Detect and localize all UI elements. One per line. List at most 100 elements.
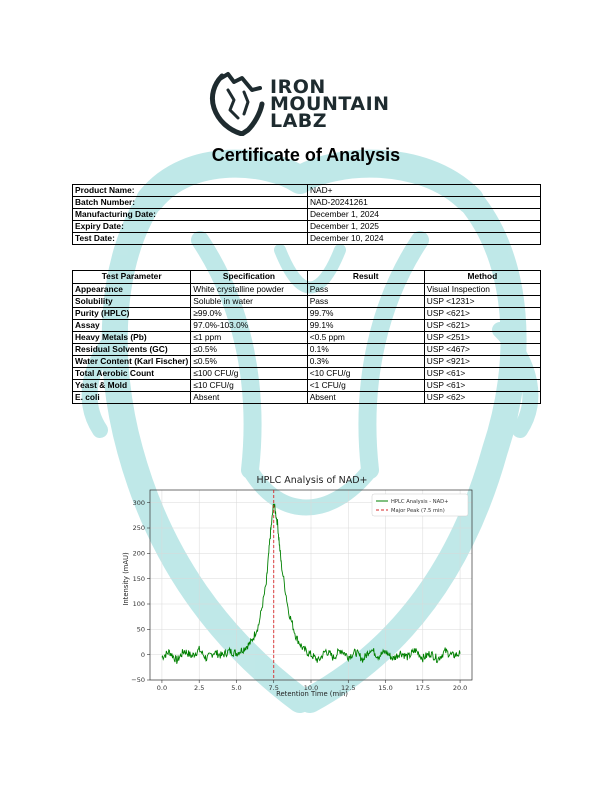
y-tick-label: 100 <box>133 600 145 608</box>
test-specification: ≤0.5% <box>190 343 308 356</box>
test-specification: 97.0%-103.0% <box>190 319 308 332</box>
column-header: Method <box>423 270 542 284</box>
table-row: Manufacturing Date: December 1, 2024 <box>72 208 541 221</box>
x-tick-label: 5.0 <box>231 684 241 692</box>
info-label: Manufacturing Date: <box>72 208 308 221</box>
table-row: Product Name: NAD+ <box>72 184 541 197</box>
y-tick-label: 50 <box>137 626 145 634</box>
table-row: Purity (HPLC) ≥99.0% 99.7% USP <621> <box>71 307 542 320</box>
legend-label: HPLC Analysis - NAD+ <box>391 499 449 505</box>
chart-legend: HPLC Analysis - NAD+ Major Peak (7.5 min) <box>371 493 469 517</box>
x-tick-label: 10.0 <box>304 684 318 692</box>
info-value: December 1, 2025 <box>307 220 541 233</box>
info-label: Expiry Date: <box>72 220 308 233</box>
logo-line: LABZ <box>270 110 328 132</box>
test-method: Visual Inspection <box>423 283 542 296</box>
x-tick-label: 12.5 <box>341 684 355 692</box>
y-tick-label: 0 <box>141 651 145 659</box>
test-method: USP <251> <box>423 331 542 344</box>
mountain-ox-icon <box>209 72 265 136</box>
table-row: E. coli Absent Absent USP <62> <box>71 391 542 404</box>
table-row: Test Date: December 10, 2024 <box>72 232 541 245</box>
logo-wordmark: IRON MOUNTAIN LABZ <box>270 76 390 132</box>
x-tick-label: 7.5 <box>269 684 279 692</box>
test-parameter: Appearance <box>71 283 192 296</box>
x-tick-label: 17.5 <box>416 684 430 692</box>
test-method: USP <61> <box>423 379 542 392</box>
test-result: Absent <box>306 391 425 404</box>
test-method: USP <921> <box>423 355 542 368</box>
test-parameter: Yeast & Mold <box>71 379 192 392</box>
test-specification: Absent <box>190 391 308 404</box>
info-label: Batch Number: <box>72 196 308 209</box>
test-method: USP <61> <box>423 367 542 380</box>
table-row: Appearance White crystalline powder Pass Vi… <box>71 283 542 296</box>
chart-series <box>161 490 461 680</box>
test-parameter: Heavy Metals (Pb) <box>71 331 192 344</box>
info-value: NAD+ <box>307 184 541 197</box>
info-value: NAD-20241261 <box>307 196 541 209</box>
x-axis-label: Retention Time (min) <box>276 690 348 698</box>
test-result: <10 CFU/g <box>306 367 425 380</box>
table-row: Water Content (Karl Fischer) ≤0.5% 0.3% USP… <box>71 355 542 368</box>
test-method: USP <621> <box>423 307 542 320</box>
column-header: Result <box>306 270 425 284</box>
test-result: 0.1% <box>306 343 425 356</box>
test-parameter: Residual Solvents (GC) <box>71 343 192 356</box>
info-label: Test Date: <box>72 232 308 245</box>
test-specification: ≤1 ppm <box>190 331 308 344</box>
test-specification: ≥99.0% <box>190 307 308 320</box>
table-row: Batch Number: NAD-20241261 <box>72 196 541 209</box>
test-results-table: Test Parameter Specification Result Meth… <box>71 270 542 404</box>
page-title: Certificate of Analysis <box>211 145 401 165</box>
info-value: December 1, 2024 <box>307 208 541 221</box>
info-label: Product Name: <box>72 184 308 197</box>
chart-axes: 0.0 2.5 5.0 7.5 10.0 12.5 15.0 17.5 20.0 −50 0 50 10… <box>131 489 473 692</box>
test-parameter: E. coli <box>71 391 192 404</box>
chart-title: HPLC Analysis of NAD+ <box>256 475 367 486</box>
test-parameter: Purity (HPLC) <box>71 307 192 320</box>
test-parameter: Total Aerobic Count <box>71 367 192 380</box>
test-result: 99.1% <box>306 319 425 332</box>
test-specification: Soluble in water <box>190 295 308 308</box>
table-row: Yeast & Mold ≤10 CFU/g <1 CFU/g USP <61> <box>71 379 542 392</box>
x-tick-label: 15.0 <box>378 684 392 692</box>
chart-grid <box>150 490 472 681</box>
info-value: December 10, 2024 <box>307 232 541 245</box>
table-row: Solubility Soluble in water Pass USP <1231> <box>71 295 542 308</box>
table-header-row: Test Parameter Specification Result Meth… <box>71 270 542 284</box>
test-result: Pass <box>306 283 425 296</box>
logo-line: MOUNTAIN <box>270 93 390 115</box>
logo-line: IRON <box>270 76 326 98</box>
x-tick-label: 20.0 <box>453 684 467 692</box>
y-tick-label: 200 <box>133 550 145 558</box>
table-row: Expiry Date: December 1, 2025 <box>72 220 541 233</box>
x-tick-label: 2.5 <box>194 684 204 692</box>
table-row: Heavy Metals (Pb) ≤1 ppm <0.5 ppm USP <251> <box>71 331 542 344</box>
test-method: USP <62> <box>423 391 542 404</box>
legend-label: Major Peak (7.5 min) <box>391 508 445 514</box>
table-row: Residual Solvents (GC) ≤0.5% 0.1% USP <467> <box>71 343 542 356</box>
table-row: Assay 97.0%-103.0% 99.1% USP <621> <box>71 319 542 332</box>
legend-box <box>371 493 469 517</box>
test-specification: White crystalline powder <box>190 283 308 296</box>
test-result: 99.7% <box>306 307 425 320</box>
y-tick-label: 150 <box>133 575 145 583</box>
test-specification: ≤0.5% <box>190 355 308 368</box>
column-header: Specification <box>190 270 308 284</box>
test-parameter: Water Content (Karl Fischer) <box>71 355 192 368</box>
test-result: <0.5 ppm <box>306 331 425 344</box>
test-specification: ≤10 CFU/g <box>190 379 308 392</box>
test-result: 0.3% <box>306 355 425 368</box>
y-axis-label: Intensity (mAU) <box>122 552 130 606</box>
x-tick-label: 0.0 <box>157 684 167 692</box>
y-tick-label: −50 <box>131 676 145 684</box>
y-tick-label: 300 <box>133 499 145 507</box>
hplc-chart: HPLC Analysis of NAD+ 0.0 2.5 5.0 7.5 10.0 12… <box>122 475 473 698</box>
test-result: <1 CFU/g <box>306 379 425 392</box>
table-row: Total Aerobic Count ≤100 CFU/g <10 CFU/g US… <box>71 367 542 380</box>
test-parameter: Solubility <box>71 295 192 308</box>
test-method: USP <621> <box>423 319 542 332</box>
y-tick-label: 250 <box>133 524 145 532</box>
